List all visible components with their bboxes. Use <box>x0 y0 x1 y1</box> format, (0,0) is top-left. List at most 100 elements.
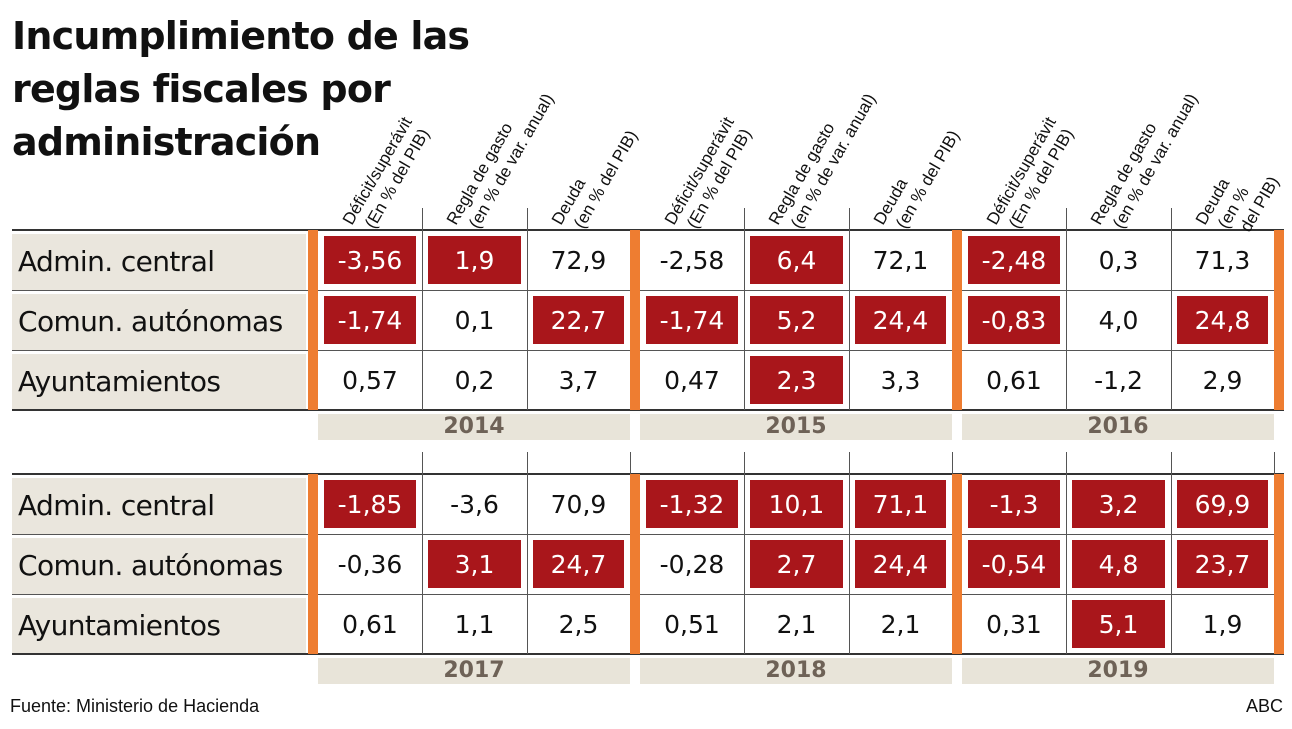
credit: ABC <box>1246 696 1284 716</box>
gridline-h <box>12 350 1284 351</box>
group-accent-bar <box>1274 230 1284 410</box>
value-cell: -1,85 <box>324 480 416 528</box>
value-cell: -0,54 <box>968 540 1060 588</box>
group-accent-bar <box>952 230 962 410</box>
value-cell: 5,2 <box>750 296 843 344</box>
row-label-3: Ayuntamientos <box>12 598 306 654</box>
value-cell: -1,74 <box>646 296 738 344</box>
row-label-1: Admin. central <box>12 234 306 290</box>
value-cell: 1,1 <box>454 609 495 639</box>
year-label: 2014 <box>318 414 630 440</box>
value-cell: -3,56 <box>324 236 416 284</box>
value-cell: -2,58 <box>659 245 725 275</box>
value-cell: 3,2 <box>1072 480 1165 528</box>
value-cell: 0,47 <box>664 365 720 395</box>
value-cell: 71,1 <box>855 480 946 528</box>
value-cell: 70,9 <box>550 489 607 519</box>
value-cell: 24,7 <box>533 540 624 588</box>
value-cell: 0,61 <box>986 365 1042 395</box>
value-cell: 5,1 <box>1072 600 1165 648</box>
gridline-h <box>12 534 1284 535</box>
row-label-2: Comun. autónomas <box>12 538 306 594</box>
gridline-v <box>1171 208 1172 410</box>
gridline-v <box>422 208 423 410</box>
value-cell: 71,3 <box>1194 245 1251 275</box>
value-cell: 0,3 <box>1098 245 1139 275</box>
value-cell: -2,48 <box>968 236 1060 284</box>
chart-title: Incumplimiento de las reglas fiscales po… <box>12 14 470 164</box>
value-cell: 24,4 <box>855 296 946 344</box>
gridline-v <box>744 452 745 654</box>
value-cell: 0,51 <box>664 609 720 639</box>
column-header: Deuda (en % del PIB) <box>1191 152 1284 250</box>
value-cell: 1,9 <box>428 236 521 284</box>
value-cell: -0,28 <box>659 549 725 579</box>
group-accent-bar <box>630 230 640 410</box>
year-label: 2019 <box>962 658 1274 684</box>
gridline-v <box>630 452 631 474</box>
value-cell: 0,2 <box>454 365 495 395</box>
column-header: Déficit/superávit (En % del PIB) <box>982 113 1079 239</box>
gridline-h <box>12 409 1284 411</box>
value-cell: -1,32 <box>646 480 738 528</box>
group-accent-bar <box>308 474 318 654</box>
value-cell: 4,0 <box>1098 305 1139 335</box>
gridline-h <box>12 594 1284 595</box>
value-cell: 1,9 <box>1202 609 1243 639</box>
gridline-v <box>527 208 528 410</box>
value-cell: 2,9 <box>1202 365 1243 395</box>
value-cell: -0,36 <box>337 549 403 579</box>
value-cell: 2,1 <box>880 609 921 639</box>
row-label-3: Ayuntamientos <box>12 354 306 410</box>
value-cell: -1,3 <box>968 480 1060 528</box>
gridline-v <box>422 452 423 654</box>
source-note: Fuente: Ministerio de Hacienda <box>10 696 260 716</box>
value-cell: 24,8 <box>1177 296 1268 344</box>
year-label: 2017 <box>318 658 630 684</box>
gridline-v <box>849 452 850 654</box>
value-cell: 2,5 <box>558 609 599 639</box>
value-cell: 4,8 <box>1072 540 1165 588</box>
value-cell: 6,4 <box>750 236 843 284</box>
column-header: Regla de gasto (en % de var. anual) <box>764 79 880 239</box>
value-cell: 69,9 <box>1177 480 1268 528</box>
value-cell: 24,4 <box>855 540 946 588</box>
row-label-1: Admin. central <box>12 478 306 534</box>
value-cell: 2,7 <box>750 540 843 588</box>
value-cell: -3,6 <box>450 489 499 519</box>
value-cell: 72,9 <box>550 245 607 275</box>
value-cell: 22,7 <box>533 296 624 344</box>
year-label: 2018 <box>640 658 952 684</box>
value-cell: 72,1 <box>872 245 929 275</box>
column-header: Deuda (en % del PIB) <box>869 116 964 239</box>
value-cell: 0,1 <box>454 305 495 335</box>
value-cell: 3,3 <box>880 365 921 395</box>
gridline-h <box>12 473 1284 475</box>
gridline-v <box>849 208 850 410</box>
gridline-v <box>1066 208 1067 410</box>
value-cell: -1,2 <box>1094 365 1143 395</box>
value-cell: 2,1 <box>776 609 817 639</box>
group-accent-bar <box>952 474 962 654</box>
gridline-v <box>1066 452 1067 654</box>
group-accent-bar <box>1274 474 1284 654</box>
year-label: 2016 <box>962 414 1274 440</box>
value-cell: 2,3 <box>750 356 843 404</box>
year-label: 2015 <box>640 414 952 440</box>
row-label-2: Comun. autónomas <box>12 294 306 350</box>
gridline-v <box>744 208 745 410</box>
gridline-v <box>952 452 953 474</box>
gridline-v <box>1171 452 1172 654</box>
value-cell: 3,1 <box>428 540 521 588</box>
group-accent-bar <box>308 230 318 410</box>
gridline-h <box>12 229 1284 231</box>
column-header: Déficit/superávit (En % del PIB) <box>660 113 757 239</box>
value-cell: 10,1 <box>750 480 843 528</box>
value-cell: 0,31 <box>986 609 1042 639</box>
group-accent-bar <box>630 474 640 654</box>
value-cell: -1,74 <box>324 296 416 344</box>
column-header: Regla de gasto (en % de var. anual) <box>1086 79 1202 239</box>
value-cell: -0,83 <box>968 296 1060 344</box>
value-cell: 23,7 <box>1177 540 1268 588</box>
gridline-v <box>1274 452 1275 474</box>
